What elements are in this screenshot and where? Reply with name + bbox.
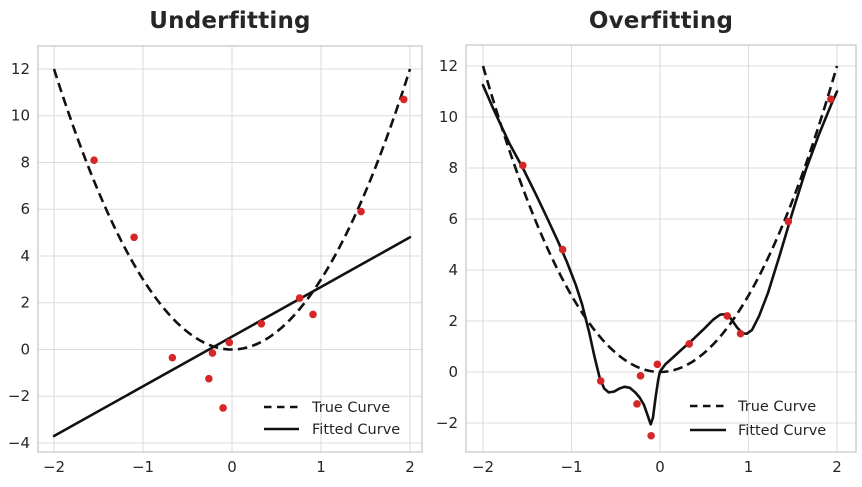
left-plot-title: Underfitting bbox=[149, 8, 311, 34]
scatter-point bbox=[295, 294, 304, 302]
y-tick-label: 10 bbox=[11, 107, 30, 125]
scatter-point bbox=[685, 340, 694, 348]
x-tick-label: −2 bbox=[43, 458, 65, 476]
legend: True Curve Fitted Curve bbox=[264, 400, 400, 438]
scatter-point bbox=[558, 245, 567, 254]
scatter-point bbox=[827, 95, 835, 103]
x-tick-label: 1 bbox=[316, 458, 326, 476]
scatter-point bbox=[90, 156, 98, 164]
scatter-point bbox=[130, 233, 138, 242]
scatter-point bbox=[596, 377, 605, 385]
legend-label: Fitted Curve bbox=[738, 423, 826, 439]
axes-spines bbox=[37, 45, 423, 453]
fitted-curve bbox=[52, 236, 412, 438]
y-tick-label: 8 bbox=[448, 159, 458, 177]
y-tick-label: −2 bbox=[8, 387, 30, 405]
y-tick-label: 6 bbox=[20, 200, 30, 218]
scatter-point bbox=[723, 312, 732, 320]
y-tick-label: 4 bbox=[448, 261, 458, 279]
x-tick-label: −1 bbox=[560, 458, 582, 476]
x-tick-label: 2 bbox=[832, 458, 842, 476]
x-tick-label: −2 bbox=[472, 458, 494, 476]
y-tick-label: 0 bbox=[448, 363, 458, 381]
scatter-point bbox=[309, 310, 317, 319]
x-tick-label: 2 bbox=[405, 458, 415, 476]
scatter-point bbox=[399, 95, 408, 104]
scatter-point bbox=[784, 217, 793, 226]
fitted-curve bbox=[481, 83, 839, 426]
right-plot-title: Overfitting bbox=[588, 8, 734, 34]
scatter-point bbox=[636, 372, 645, 380]
scatter-point bbox=[205, 374, 213, 383]
x-tick-label: −1 bbox=[132, 458, 154, 476]
y-tick-label: 8 bbox=[20, 153, 30, 171]
scatter-point bbox=[219, 404, 227, 412]
scatter-point bbox=[168, 353, 177, 362]
scatter-point bbox=[357, 207, 365, 216]
x-tick-label: 0 bbox=[655, 458, 665, 476]
scatter-point bbox=[208, 349, 217, 357]
axes-spines bbox=[465, 44, 857, 453]
x-tick-label: 0 bbox=[227, 458, 237, 476]
y-tick-label: 2 bbox=[20, 294, 30, 312]
legend-label: Fitted Curve bbox=[312, 422, 400, 438]
legend-label: True Curve bbox=[311, 400, 390, 416]
y-tick-label: 6 bbox=[448, 210, 458, 228]
scatter-point bbox=[519, 161, 527, 170]
y-tick-label: −2 bbox=[436, 414, 458, 432]
y-tick-label: 12 bbox=[11, 60, 30, 78]
y-tick-label: 12 bbox=[439, 57, 458, 75]
y-tick-label: −4 bbox=[8, 434, 30, 452]
scatter-point bbox=[647, 431, 655, 440]
x-tick-label: 1 bbox=[744, 458, 754, 476]
true-curve bbox=[52, 68, 412, 351]
y-tick-label: 0 bbox=[20, 340, 30, 358]
y-tick-label: 4 bbox=[20, 247, 30, 265]
legend-label: True Curve bbox=[737, 399, 816, 415]
scatter-point bbox=[736, 329, 745, 338]
y-tick-label: 10 bbox=[439, 108, 458, 126]
scatter-point bbox=[633, 400, 641, 408]
legend: True Curve Fitted Curve bbox=[690, 399, 826, 439]
scatter-point bbox=[653, 360, 662, 369]
scatter-point bbox=[225, 338, 234, 347]
scatter-point bbox=[257, 319, 266, 328]
y-tick-label: 2 bbox=[448, 312, 458, 330]
